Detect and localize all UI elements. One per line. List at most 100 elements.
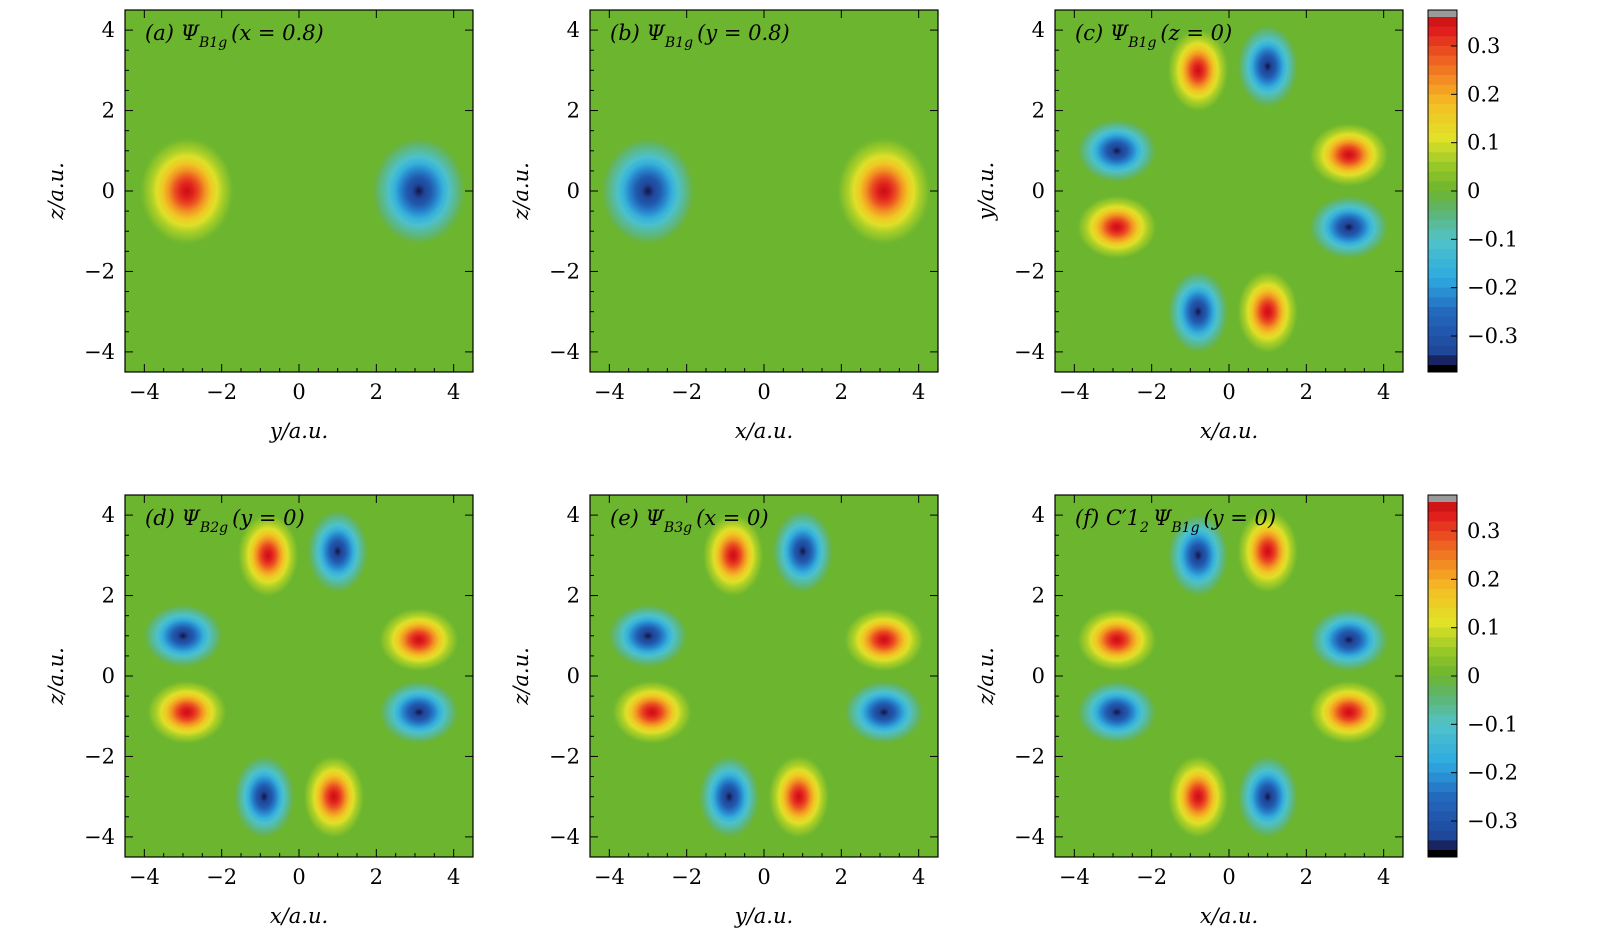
y-tick-label: 2 — [1032, 584, 1045, 608]
x-tick-label: −2 — [671, 865, 702, 889]
negative-lobe-7 — [1075, 679, 1158, 745]
y-tick-label: 4 — [567, 503, 580, 527]
colorbar-band — [1428, 326, 1457, 337]
y-tick-label: −2 — [1014, 744, 1045, 768]
y-axis-label: z/a.u. — [44, 162, 68, 221]
positive-lobe-7 — [145, 679, 228, 745]
panel-title: (d) ΨB2g (y = 0) — [145, 506, 305, 536]
colorbar-band — [1428, 705, 1457, 716]
positive-lobe-2 — [835, 135, 933, 247]
panel-d: −4 −4 −2 −2 0 0 2 2 4 4 x/a.u. z/a.u. (d) ΨB2g (y = 0… — [44, 494, 474, 928]
x-tick-label: 0 — [757, 865, 770, 889]
y-tick-label: 2 — [102, 99, 115, 123]
colorbar-band — [1428, 830, 1457, 841]
x-tick-label: 0 — [1222, 865, 1235, 889]
y-axis-label: y/a.u. — [974, 162, 998, 221]
colorbar-band — [1428, 94, 1457, 105]
panel-c: −4 −4 −2 −2 0 0 2 2 4 4 x/a.u. y/a.u. (c) ΨB1g (z = 0… — [974, 9, 1404, 443]
colorbar-under — [1428, 850, 1457, 857]
colorbar-band — [1428, 142, 1457, 153]
x-tick-label: 0 — [1222, 380, 1235, 404]
x-tick-label: 2 — [1300, 865, 1313, 889]
colorbar-band — [1428, 113, 1457, 124]
x-tick-label: 4 — [447, 865, 460, 889]
colorbar-band — [1428, 181, 1457, 192]
panel-title: (a) ΨB1g (x = 0.8) — [145, 21, 324, 51]
x-tick-label: 4 — [447, 380, 460, 404]
colorbar-band — [1428, 278, 1457, 289]
colorbar-band — [1428, 618, 1457, 629]
colorbar-tick-label: −0.1 — [1467, 712, 1518, 736]
colorbar-band — [1428, 550, 1457, 561]
colorbar-band — [1428, 772, 1457, 783]
positive-lobe-3 — [377, 607, 460, 673]
colorbar-under — [1428, 365, 1457, 372]
x-tick-label: −4 — [129, 865, 160, 889]
y-tick-label: −4 — [84, 825, 115, 849]
panel-title: (f) C′12 ΨB1g (y = 0) — [1075, 506, 1276, 536]
colorbar-band — [1428, 65, 1457, 76]
colorbar-band — [1428, 656, 1457, 667]
colorbar-band — [1428, 191, 1457, 202]
colorbar-band — [1428, 589, 1457, 600]
colorbar-band — [1428, 84, 1457, 95]
positive-lobe-2 — [1236, 508, 1300, 594]
colorbar-band — [1428, 724, 1457, 735]
x-tick-label: −4 — [1059, 380, 1090, 404]
negative-lobe-6 — [697, 754, 761, 840]
x-tick-label: 2 — [835, 380, 848, 404]
y-tick-label: 0 — [102, 664, 115, 688]
y-tick-label: 0 — [567, 664, 580, 688]
x-tick-label: 2 — [370, 380, 383, 404]
colorbar-band — [1428, 239, 1457, 250]
positive-lobe-8 — [1075, 607, 1158, 673]
colorbar-band — [1428, 685, 1457, 696]
colorbar-band — [1428, 811, 1457, 822]
x-tick-label: 2 — [370, 865, 383, 889]
colorbar-band — [1428, 200, 1457, 211]
x-axis-label: x/a.u. — [735, 419, 793, 443]
positive-lobe-5 — [1236, 269, 1300, 355]
colorbar-band — [1428, 521, 1457, 532]
positive-lobe-5 — [302, 754, 366, 840]
positive-lobe-1 — [701, 512, 765, 598]
negative-lobe-2 — [771, 508, 835, 594]
x-axis-label: x/a.u. — [270, 904, 328, 928]
colorbar-band — [1428, 171, 1457, 182]
colorbar-band — [1428, 734, 1457, 745]
colorbar-band — [1428, 502, 1457, 513]
x-tick-label: 2 — [835, 865, 848, 889]
colorbar-tick-label: −0.2 — [1467, 761, 1518, 785]
x-tick-label: −4 — [594, 380, 625, 404]
colorbar-band — [1428, 258, 1457, 269]
colorbar-band — [1428, 345, 1457, 356]
y-tick-label: −4 — [84, 340, 115, 364]
x-tick-label: −4 — [594, 865, 625, 889]
colorbar-band — [1428, 75, 1457, 86]
colorbar-band — [1428, 598, 1457, 609]
x-axis-label: y/a.u. — [734, 904, 793, 928]
negative-lobe-4 — [842, 679, 926, 745]
x-tick-label: 4 — [912, 865, 925, 889]
colorbar-band — [1428, 647, 1457, 658]
negative-lobe-2 — [306, 508, 370, 594]
colorbar-band — [1428, 579, 1457, 590]
colorbar-tick-label: 0.1 — [1467, 616, 1500, 640]
colorbar-band — [1428, 210, 1457, 221]
colorbar-1: 0.3 0.2 0.1 0 −0.1 −0.2 −0.3 — [1427, 9, 1518, 373]
colorbar-band — [1428, 637, 1457, 648]
x-tick-label: −4 — [1059, 865, 1090, 889]
y-tick-label: 4 — [102, 18, 115, 42]
colorbar-band — [1428, 220, 1457, 231]
y-tick-label: 4 — [567, 18, 580, 42]
negative-lobe-3 — [1307, 607, 1390, 673]
y-tick-label: 0 — [1032, 179, 1045, 203]
colorbar-band — [1428, 801, 1457, 812]
colorbar-band — [1428, 268, 1457, 279]
y-tick-label: −4 — [1014, 340, 1045, 364]
y-tick-label: 4 — [102, 503, 115, 527]
negative-lobe-4 — [1307, 194, 1390, 260]
colorbar-band — [1428, 249, 1457, 260]
negative-lobe-6 — [1166, 269, 1230, 355]
